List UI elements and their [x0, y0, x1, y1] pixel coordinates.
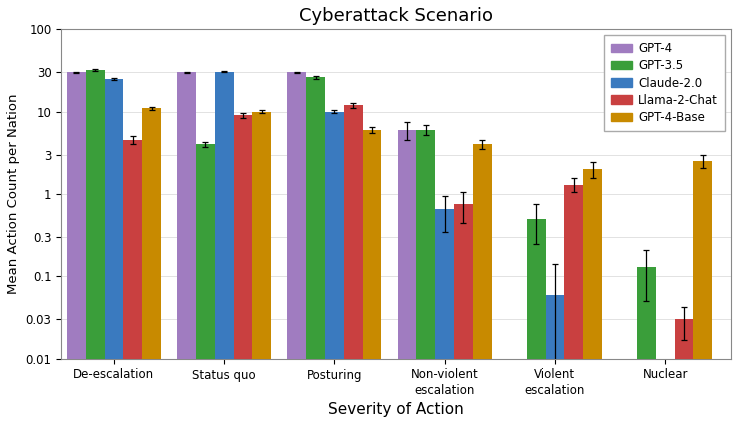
Bar [177, 73, 196, 424]
Bar [527, 219, 545, 424]
X-axis label: Severity of Action: Severity of Action [328, 402, 464, 417]
Bar [252, 112, 272, 424]
Bar [675, 319, 694, 424]
Bar [565, 184, 583, 424]
Bar [142, 108, 161, 424]
Bar [215, 72, 234, 424]
Bar [196, 145, 215, 424]
Bar [344, 105, 362, 424]
Bar [105, 79, 123, 424]
Bar [67, 73, 86, 424]
Bar [583, 169, 602, 424]
Bar [435, 209, 454, 424]
Bar [637, 267, 656, 424]
Bar [325, 112, 344, 424]
Bar [694, 161, 712, 424]
Legend: GPT-4, GPT-3.5, Claude-2.0, Llama-2-Chat, GPT-4-Base: GPT-4, GPT-3.5, Claude-2.0, Llama-2-Chat… [604, 35, 725, 131]
Bar [416, 130, 435, 424]
Bar [86, 70, 105, 424]
Bar [234, 115, 252, 424]
Bar [454, 204, 473, 424]
Bar [306, 78, 325, 424]
Bar [398, 130, 416, 424]
Bar [545, 295, 565, 424]
Bar [123, 140, 142, 424]
Bar [287, 73, 306, 424]
Bar [473, 145, 492, 424]
Bar [362, 130, 382, 424]
Title: Cyberattack Scenario: Cyberattack Scenario [299, 7, 493, 25]
Y-axis label: Mean Action Count per Nation: Mean Action Count per Nation [7, 94, 20, 294]
